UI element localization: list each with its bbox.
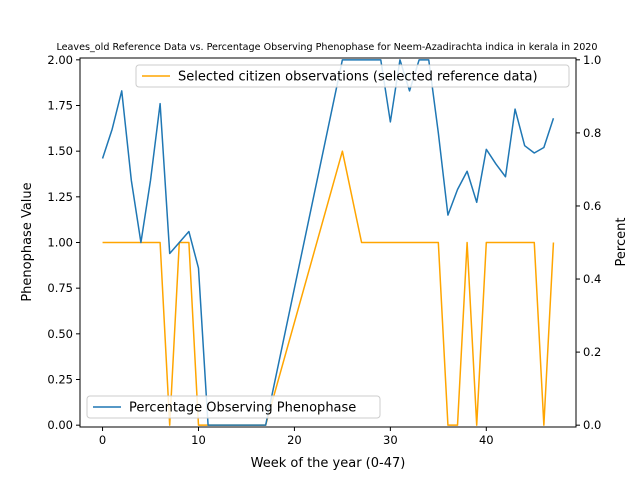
legend-frame [135,64,570,88]
chart-title: Leaves_old Reference Data vs. Percentage… [56,42,597,53]
y-right-tick-label: 0.8 [583,126,601,140]
x-tick-label: 30 [383,433,398,447]
y-left-tick-label: 0.75 [47,281,73,295]
legend-frame [86,395,381,419]
y-axis-right: 0.0 0.2 0.4 0.6 0.8 1.0 [576,53,601,432]
y-left-tick-label: 0.00 [47,418,73,432]
y-right-tick-label: 1.0 [583,53,601,67]
series-line-percentage-observing [101,59,555,426]
series-line-reference-data [102,150,555,426]
x-tick-label: 40 [479,433,494,447]
y-left-tick-label: 1.25 [47,190,73,204]
legend-label: Percentage Observing Phenophase [129,401,356,416]
y-axis-right-label: Percent [614,218,629,267]
y-axis-left: 0.00 0.25 0.50 0.75 1.00 1.25 1.50 1.75 2.00 [47,53,80,432]
x-axis-label: Week of the year (0-47) [251,456,406,471]
y-left-tick-label: 0.25 [47,373,73,387]
series-layer [101,59,555,426]
y-right-tick-label: 0.6 [583,199,601,213]
y-left-tick-label: 1.50 [47,144,73,158]
y-left-tick-label: 1.75 [47,98,73,112]
y-left-tick-label: 1.00 [47,236,73,250]
legend-reference-data: Selected citizen observations (selected … [135,64,570,88]
y-right-tick-label: 0.2 [583,345,601,359]
x-tick-label: 0 [99,433,106,447]
legends: Selected citizen observations (selected … [86,64,570,419]
y-left-tick-label: 2.00 [47,53,73,67]
x-axis: 0 10 20 30 40 [99,427,494,447]
x-tick-label: 10 [191,433,206,447]
legend-label: Selected citizen observations (selected … [178,70,538,85]
y-left-tick-label: 0.50 [47,327,73,341]
y-right-tick-label: 0.0 [583,418,601,432]
legend-percentage-observing: Percentage Observing Phenophase [86,395,381,419]
x-tick-label: 20 [287,433,302,447]
y-axis-left-label: Phenophase Value [20,182,35,301]
y-right-tick-label: 0.4 [583,272,601,286]
